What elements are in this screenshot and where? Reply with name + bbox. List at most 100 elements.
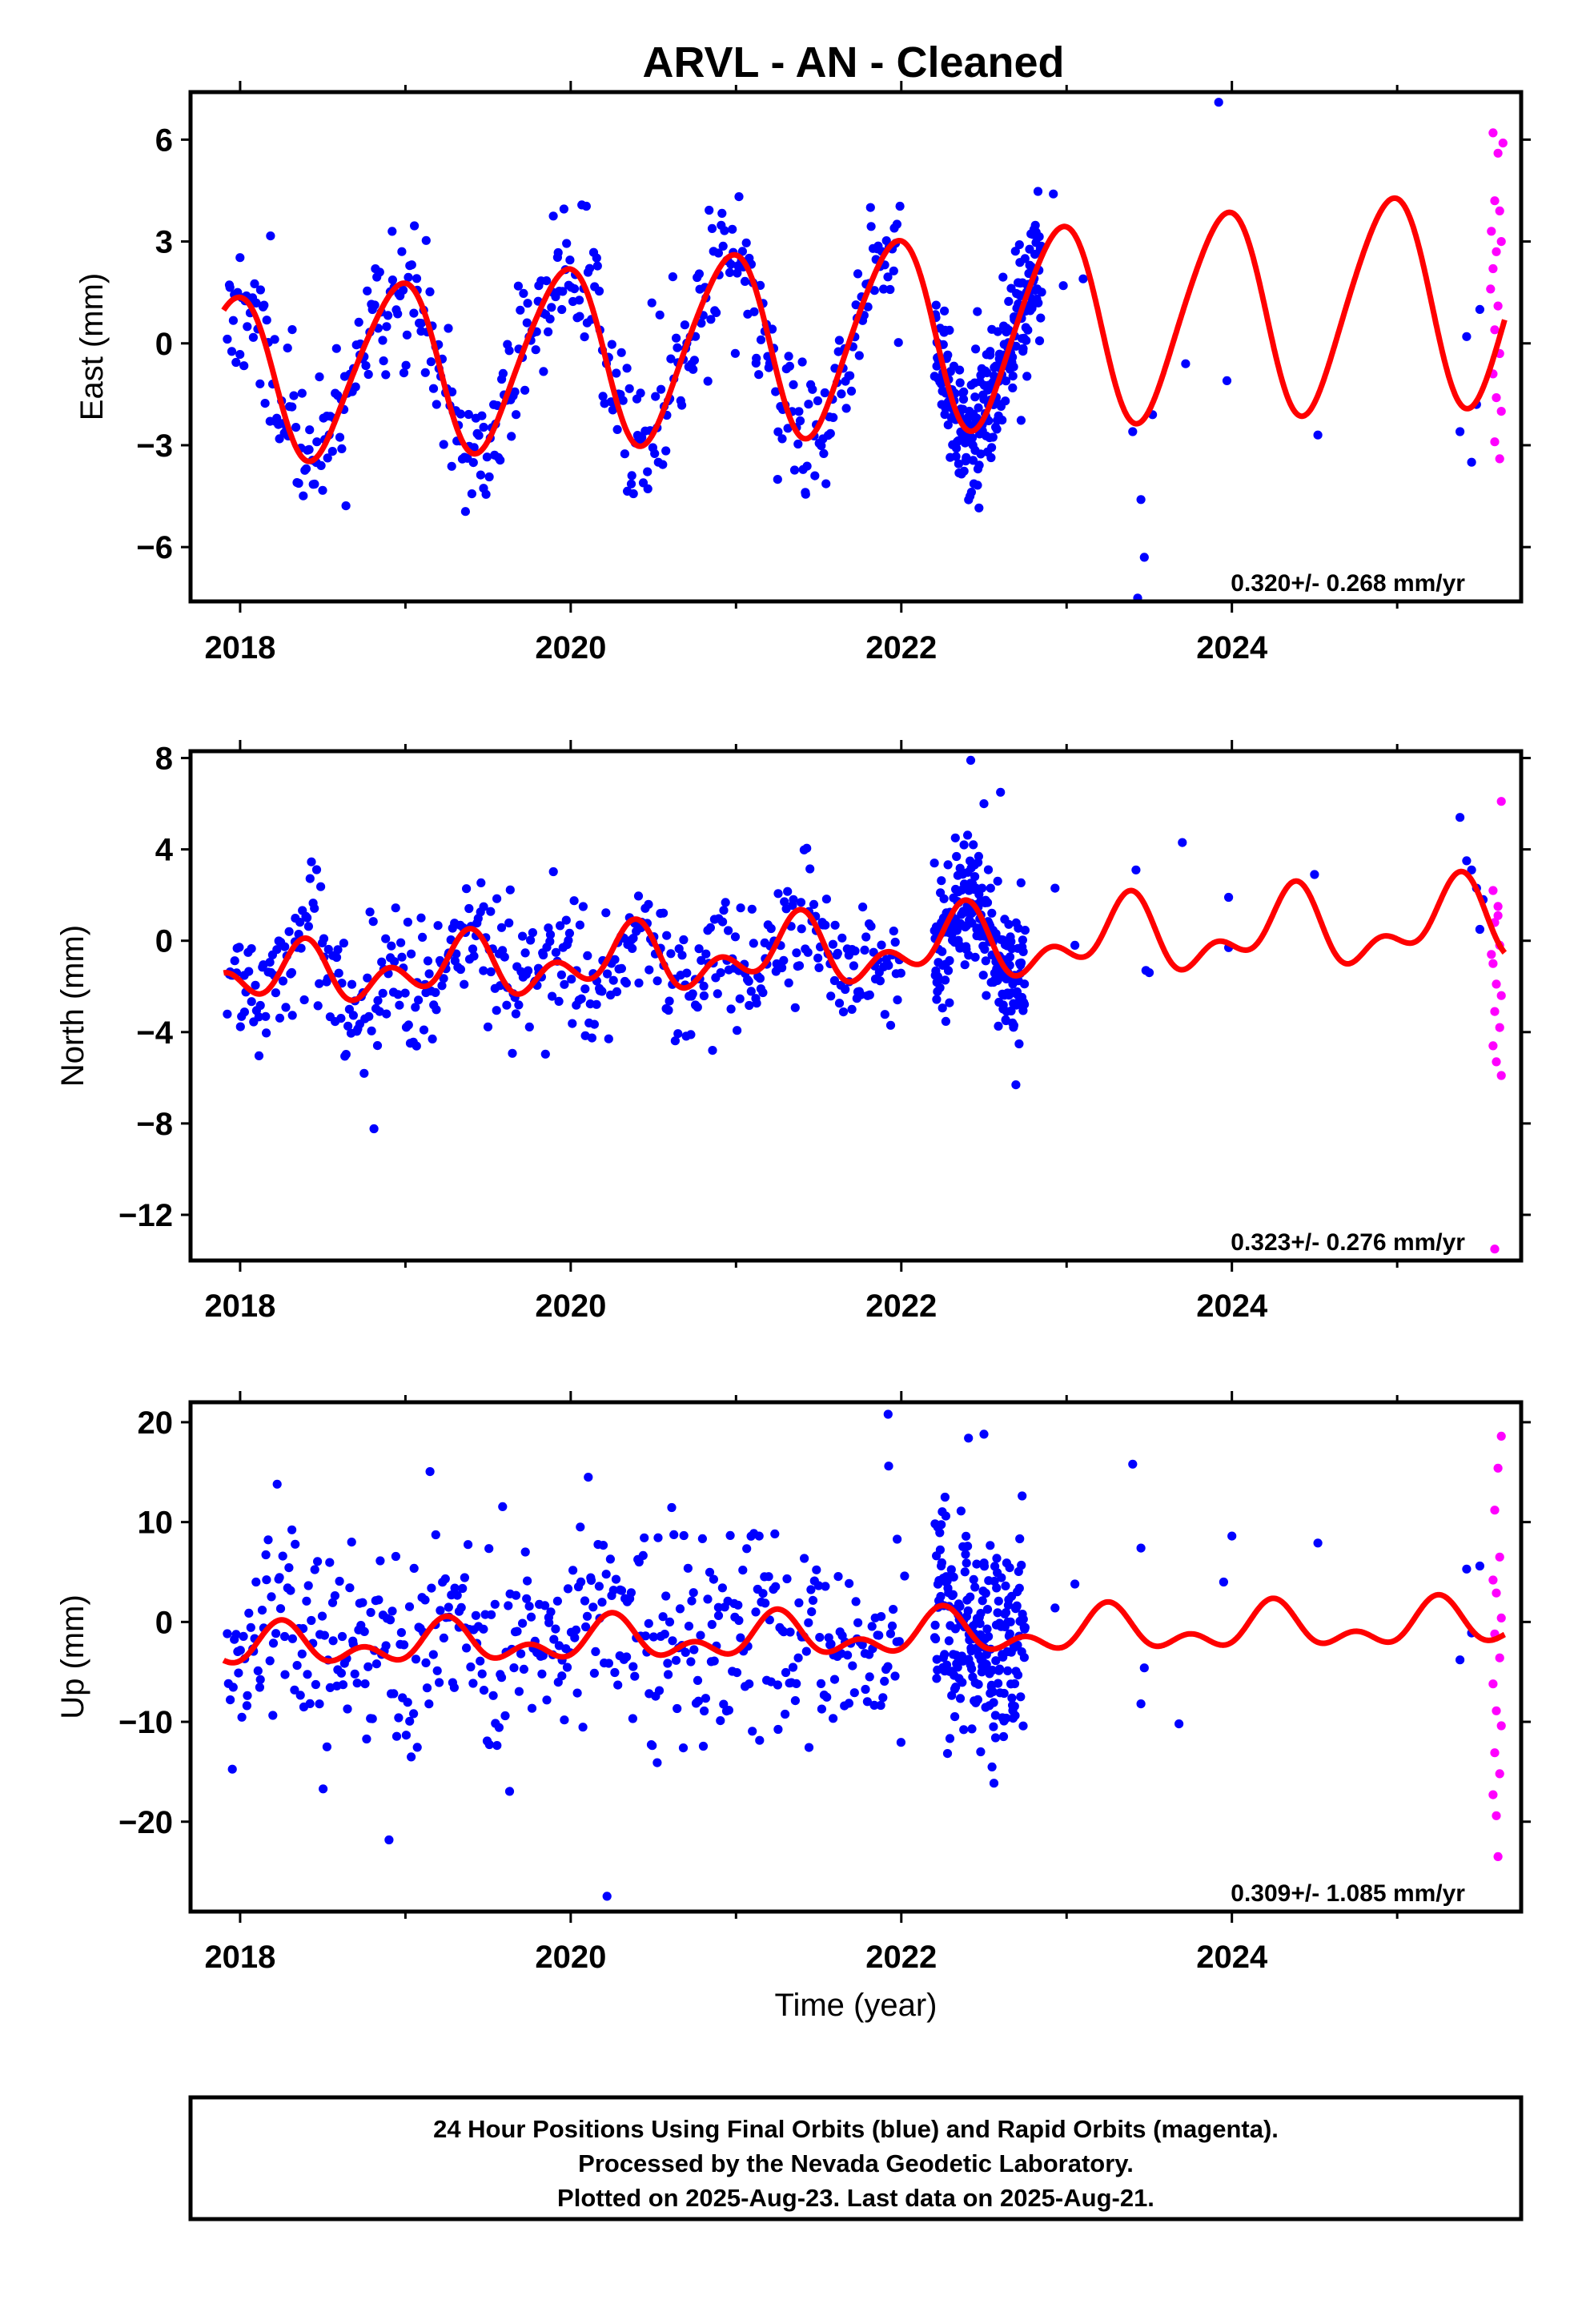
data-point [857,1640,867,1650]
data-point [239,1631,248,1641]
data-point [807,1607,817,1617]
data-point [666,949,676,959]
data-point [992,424,1002,434]
data-point [1490,1506,1500,1515]
y-tick-label: 3 [155,225,173,260]
data-point [519,1664,529,1674]
figure-title: ARVL - AN - Cleaned [642,38,1064,86]
data-point [689,1588,698,1598]
data-point [665,1617,675,1626]
data-point [338,1680,348,1690]
data-point [423,956,433,966]
data-point [747,904,757,914]
data-point [522,318,532,328]
data-point [484,1544,494,1554]
data-point [647,298,656,308]
data-point [287,402,297,412]
data-point [494,1723,504,1732]
data-point [313,1557,323,1566]
data-point [1011,1080,1021,1090]
data-point [1034,298,1043,308]
data-point [479,902,488,911]
data-point [1001,1608,1011,1618]
data-point [339,939,348,948]
data-point [426,357,436,367]
data-point [482,452,492,462]
data-point [1495,1653,1504,1663]
footer-note-line-2: Processed by the Nevada Geodetic Laborat… [578,2149,1134,2177]
data-point [504,1601,513,1610]
data-point [990,1576,999,1586]
up-y-axis: 20 10 0 −10 −20 [118,1405,1531,1840]
data-point [773,889,783,899]
data-point [777,963,787,973]
data-point [1004,919,1014,929]
data-point [648,1741,657,1751]
data-point [1010,1679,1020,1689]
data-point [1034,336,1045,346]
data-point [1475,1561,1484,1571]
data-point [393,309,403,319]
data-point [865,1672,874,1682]
data-point [883,272,893,282]
x-tick-label: 2018 [204,630,275,665]
data-point [866,922,876,931]
data-point [938,1003,947,1013]
data-point [431,1530,440,1540]
data-point [418,932,428,942]
data-point [982,1605,993,1614]
data-point [397,952,407,962]
data-point [432,400,441,409]
data-point [986,347,995,356]
data-point [883,1662,893,1671]
data-point [785,1627,795,1637]
data-point [1495,1552,1504,1562]
data-point [545,930,556,939]
data-point [483,1022,493,1031]
data-point [644,899,653,909]
data-point [716,1716,725,1726]
data-point [958,1678,967,1687]
data-point [879,284,889,294]
data-point [633,891,644,901]
x-tick-label: 2022 [865,630,937,665]
data-point [248,332,258,342]
data-point [305,1699,315,1708]
data-point [660,1630,669,1639]
data-point [784,978,793,987]
data-point [893,995,902,1005]
y-tick-label: 8 [155,742,173,777]
data-point [890,937,900,947]
data-point [976,1747,986,1757]
data-point [935,983,945,992]
data-point [950,1712,960,1722]
data-point [310,1565,319,1574]
data-point [666,354,676,364]
data-point [262,316,271,325]
data-point [384,1835,394,1845]
data-point [1006,937,1016,947]
data-point [616,348,626,357]
data-point [997,1573,1006,1582]
data-point [728,224,737,234]
north-panel: 8 4 0 −4 −8 −12 2018 2020 2022 2024 North (mm) 0… [55,740,1531,1324]
data-point [956,1506,966,1516]
data-point [705,1567,715,1577]
data-point [962,1558,971,1568]
data-point [492,1006,501,1015]
data-point [754,1531,764,1541]
data-point [335,1576,344,1586]
data-point [655,310,665,320]
data-point [591,1647,600,1656]
data-point [628,1662,638,1671]
data-point [677,951,687,960]
data-point [943,420,953,430]
data-point [586,1575,596,1585]
data-point [571,1625,581,1634]
data-point [661,1591,671,1601]
data-point [679,1530,689,1541]
data-point [788,1663,798,1672]
data-point [746,987,756,996]
data-point [412,274,422,283]
data-point [981,956,990,966]
